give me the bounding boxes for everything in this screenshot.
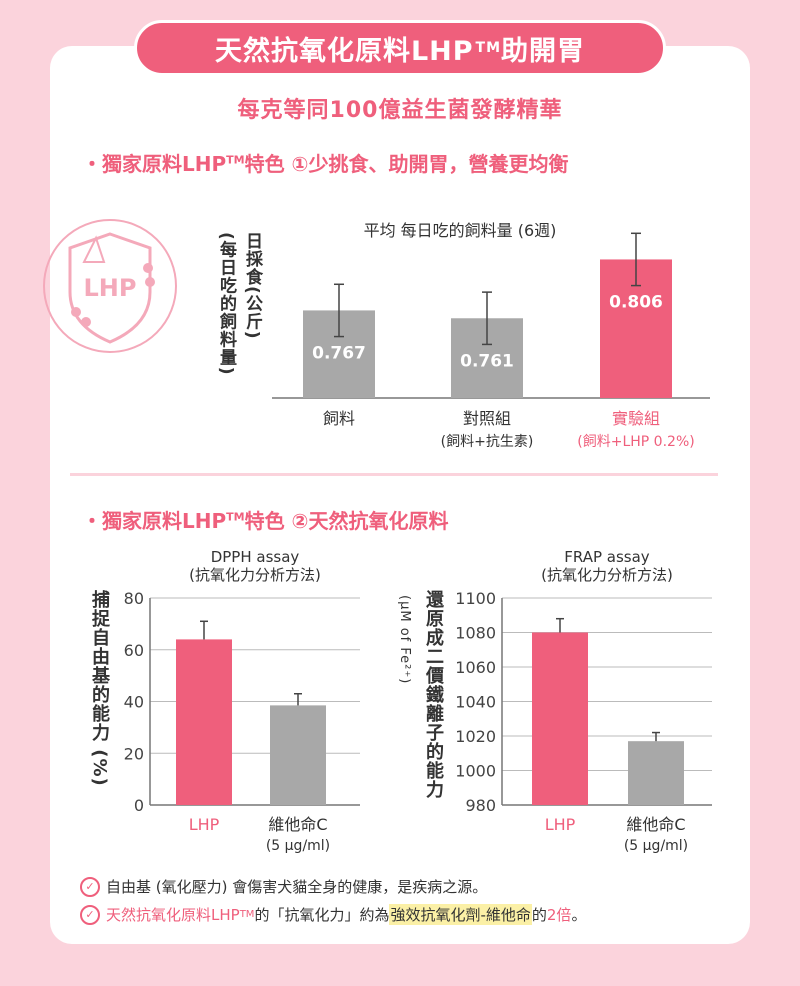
frap-category-label: LHP <box>545 815 576 834</box>
frap-category-sub: (5 µg/ml) <box>624 838 688 854</box>
frap-tick-label: 1040 <box>455 693 496 712</box>
note-1-text: 自由基 (氧化壓力) 會傷害犬貓全身的健康，是疾病之源。 <box>106 876 487 897</box>
note-2-highlight: 強效抗氧化劑-維他命 <box>389 904 531 925</box>
note-2-a: 天然抗氧化原料LHP <box>106 904 240 925</box>
note-2-b: 的「抗氧化力」約為 <box>254 904 389 925</box>
frap-bar <box>628 741 684 805</box>
note-2: ✓ 天然抗氧化原料LHP TM 的「抗氧化力」約為 強效抗氧化劑-維他命的 2倍。 <box>80 904 586 925</box>
check-icon: ✓ <box>80 905 100 925</box>
frap-tick-label: 980 <box>465 796 496 815</box>
frap-title: FRAP assay <box>564 548 650 566</box>
check-icon: ✓ <box>80 877 100 897</box>
frap-tick-label: 1080 <box>455 624 496 643</box>
note-2-e: 。 <box>571 904 586 925</box>
note-2-d: 2倍 <box>547 904 572 925</box>
note-2-c: 的 <box>532 904 547 925</box>
frap-subtitle: (抗氧化力分析方法) <box>541 566 673 584</box>
frap-category-label: 維他命C <box>626 815 685 834</box>
note-2-tm: TM <box>240 909 255 920</box>
frap-tick-label: 1020 <box>455 727 496 746</box>
note-1: ✓ 自由基 (氧化壓力) 會傷害犬貓全身的健康，是疾病之源。 <box>80 876 487 897</box>
frap-tick-label: 1000 <box>455 762 496 781</box>
frap-tick-label: 1060 <box>455 658 496 677</box>
frap-tick-label: 1100 <box>455 589 496 608</box>
frap-bar <box>532 633 588 806</box>
